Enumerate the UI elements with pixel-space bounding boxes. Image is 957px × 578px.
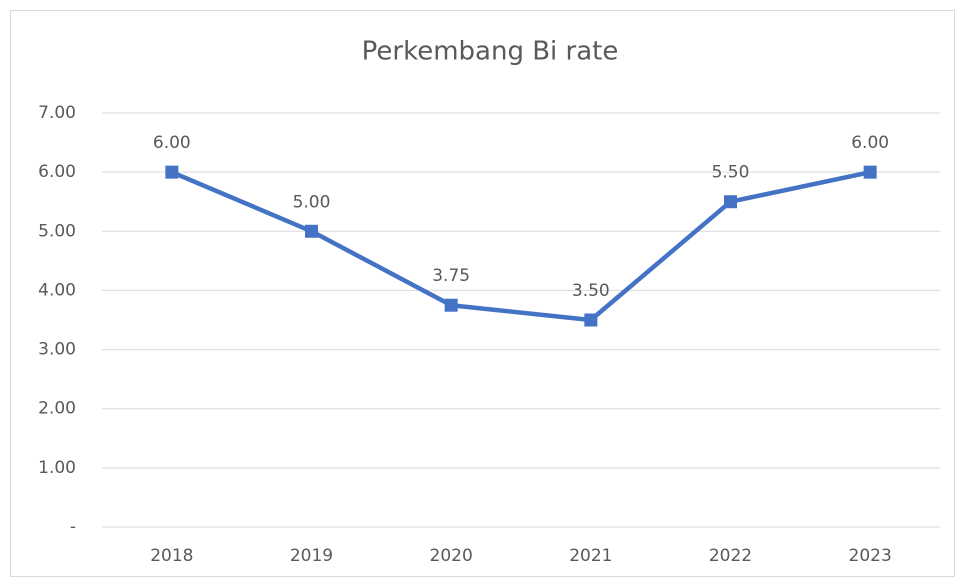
x-tick-label: 2019 [290,546,333,566]
x-tick-label: 2022 [709,546,752,566]
data-label: 3.50 [572,281,610,301]
y-tick-label: 7.00 [38,103,76,123]
x-tick-label: 2021 [569,546,612,566]
y-tick-label: 2.00 [38,399,76,419]
line [170,169,871,323]
marker [724,195,737,209]
marker [305,224,318,238]
y-tick-label: 6.00 [38,162,76,182]
y-tick-label: 4.00 [38,280,76,300]
x-tick-label: 2020 [430,546,473,566]
y-tick-label: 5.00 [38,221,76,241]
chart-title: Perkembang Bi rate [362,37,619,67]
data-label: 5.50 [712,163,750,183]
data-label: 3.75 [432,266,470,286]
marker [584,313,598,327]
marker [863,165,877,179]
y-tick-label: 3.00 [38,340,76,360]
y-tick-label: - [70,517,76,537]
data-label: 6.00 [851,133,889,153]
data-label: 6.00 [153,133,191,153]
chart-border [10,10,955,577]
x-tick-label: 2023 [849,546,892,566]
x-tick-label: 2018 [150,546,193,566]
data-label: 5.00 [293,192,331,212]
marker [165,165,179,179]
marker [444,298,458,312]
y-tick-label: 1.00 [38,458,76,478]
